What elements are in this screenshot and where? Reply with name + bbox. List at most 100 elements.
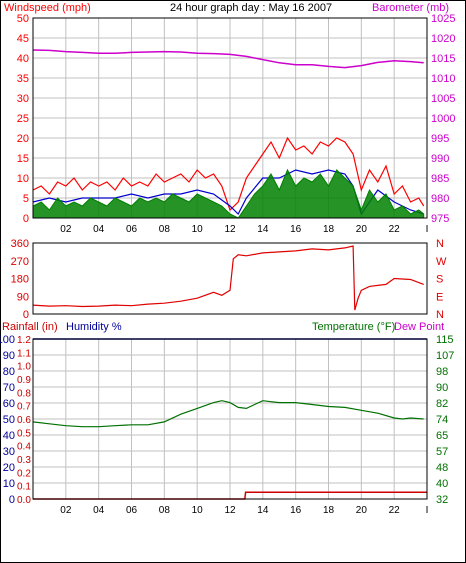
time-tick-label: 06 [126, 505, 138, 516]
humidity-tick-label: 20 [3, 462, 15, 474]
windspeed-tick-label: 40 [17, 53, 29, 65]
temperature-tick-label: 40 [436, 478, 448, 490]
barometer-tick-label: 1010 [431, 73, 455, 85]
time-tick-label: 04 [93, 224, 105, 235]
temp-humidity-tick-labels: 0 32 10 40 20 48 30 57 40 65 50 74 60 82 70 90 80 98 90 107… [0, 334, 454, 516]
humidity-tick-label: 90 [3, 350, 15, 362]
humidity-tick-label: 30 [3, 446, 15, 458]
temperature-tick-label: 107 [436, 350, 454, 362]
temperature-tick-label: 65 [436, 430, 448, 442]
time-tick-label: 06 [126, 224, 138, 235]
time-tick-label: 12 [224, 505, 236, 516]
temperature-tick-label: 115 [436, 334, 454, 346]
temperature-tick-label: 57 [436, 446, 448, 458]
time-tick-label: 20 [356, 505, 368, 516]
time-tick-label: 16 [290, 505, 302, 516]
windspeed-tick-label: 35 [17, 73, 29, 85]
windspeed-tick-label: 0 [23, 213, 29, 225]
barometer-tick-label: 1025 [431, 13, 455, 25]
barometer-tick-label: 1000 [431, 113, 455, 125]
time-tick-label: 04 [93, 505, 105, 516]
rainfall-tick-label: 0.7 [17, 402, 31, 413]
rainfall-tick-label: 0.9 [17, 375, 31, 386]
direction-compass-tick-label: N [436, 309, 444, 321]
temperature-tick-label: 90 [436, 382, 448, 394]
windspeed-tick-label: 30 [17, 93, 29, 105]
windspeed-tick-label: 15 [17, 153, 29, 165]
rainfall-tick-label: 0.1 [17, 482, 31, 493]
time-tick-label: 02 [60, 224, 72, 235]
rainfall-axis-label: Rainfall (in) [2, 321, 58, 333]
windspeed-tick-label: 45 [17, 33, 29, 45]
time-tick-label: 22 [389, 224, 401, 235]
rainfall-tick-label: 0.8 [17, 388, 31, 399]
wind-direction-series [32, 245, 424, 311]
windspeed-tick-label: 50 [17, 13, 29, 25]
temperature-tick-label: 82 [436, 398, 448, 410]
rainfall-tick-label: 0.0 [17, 495, 31, 506]
direction-degree-tick-label: 0 [23, 309, 29, 321]
time-tick-label: 22 [389, 505, 401, 516]
time-tick-label: 08 [159, 505, 171, 516]
humidity-tick-label: 80 [3, 366, 15, 378]
windspeed-axis-label: Windspeed (mph) [4, 2, 91, 14]
rainfall-tick-label: 1.1 [17, 348, 31, 359]
rainfall-tick-label: 0.5 [17, 428, 31, 439]
time-tick-label: 08 [159, 224, 171, 235]
humidity-tick-label: 40 [3, 430, 15, 442]
direction-compass-tick-label: W [436, 256, 447, 268]
barometer-tick-label: 1020 [431, 33, 455, 45]
wind-direction-tick-labels: 0 N 90 E 180 S 270 W 360 N [11, 238, 447, 321]
direction-degree-tick-label: 270 [11, 256, 29, 268]
barometer-axis-label: Barometer (mb) [372, 2, 449, 14]
humidity-tick-label: 60 [3, 398, 15, 410]
direction-compass-tick-label: S [436, 274, 443, 286]
barometer-tick-label: 990 [431, 153, 449, 165]
temp-humidity-plot-border [32, 338, 428, 500]
temperature-tick-label: 48 [436, 462, 448, 474]
windspeed-tick-label: 25 [17, 113, 29, 125]
time-tick-label: I [426, 505, 429, 516]
barometer-tick-label: 1005 [431, 93, 455, 105]
rainfall-tick-label: 0.3 [17, 455, 31, 466]
humidity-tick-label: 100 [0, 334, 15, 346]
time-tick-label: 18 [323, 224, 335, 235]
time-tick-label: 18 [323, 505, 335, 516]
time-tick-label: I [426, 224, 429, 235]
temperature-tick-label: 74 [436, 414, 448, 426]
wind-baro-series [32, 49, 425, 219]
windspeed-tick-label: 20 [17, 133, 29, 145]
temperature-line [32, 400, 424, 428]
time-tick-label: 16 [290, 224, 302, 235]
temperature-tick-label: 32 [436, 494, 448, 506]
rainfall-tick-label: 0.2 [17, 468, 31, 479]
barometer-line [32, 49, 424, 69]
time-tick-label: 14 [257, 224, 269, 235]
wind-speed-area [32, 168, 425, 219]
direction-compass-tick-label: N [436, 238, 444, 250]
barometer-tick-label: 975 [431, 213, 449, 225]
humidity-axis-label: Humidity % [66, 321, 122, 333]
time-tick-label: 02 [60, 505, 72, 516]
time-tick-label: 12 [224, 224, 236, 235]
direction-degree-tick-label: 180 [11, 274, 29, 286]
barometer-tick-label: 980 [431, 193, 449, 205]
temp-humidity-rain-chart: Rainfall (in) Humidity % Temperature (°F… [0, 321, 454, 516]
wind-gust-line [32, 136, 425, 212]
humidity-tick-label: 10 [3, 478, 15, 490]
dewpoint-axis-label: Dew Point [394, 321, 444, 333]
windspeed-tick-label: 10 [17, 173, 29, 185]
barometer-tick-label: 995 [431, 133, 449, 145]
humidity-tick-label: 0 [9, 494, 15, 506]
chart-title: 24 hour graph day : May 16 2007 [170, 2, 332, 14]
wind-direction-plot-border [32, 242, 428, 315]
barometer-tick-label: 985 [431, 173, 449, 185]
humidity-tick-label: 50 [3, 414, 15, 426]
time-tick-label: 10 [192, 224, 204, 235]
rainfall-tick-label: 0.4 [17, 442, 31, 453]
wind-baro-chart: Windspeed (mph) 24 hour graph day : May … [4, 2, 455, 235]
barometer-tick-label: 1015 [431, 53, 455, 65]
